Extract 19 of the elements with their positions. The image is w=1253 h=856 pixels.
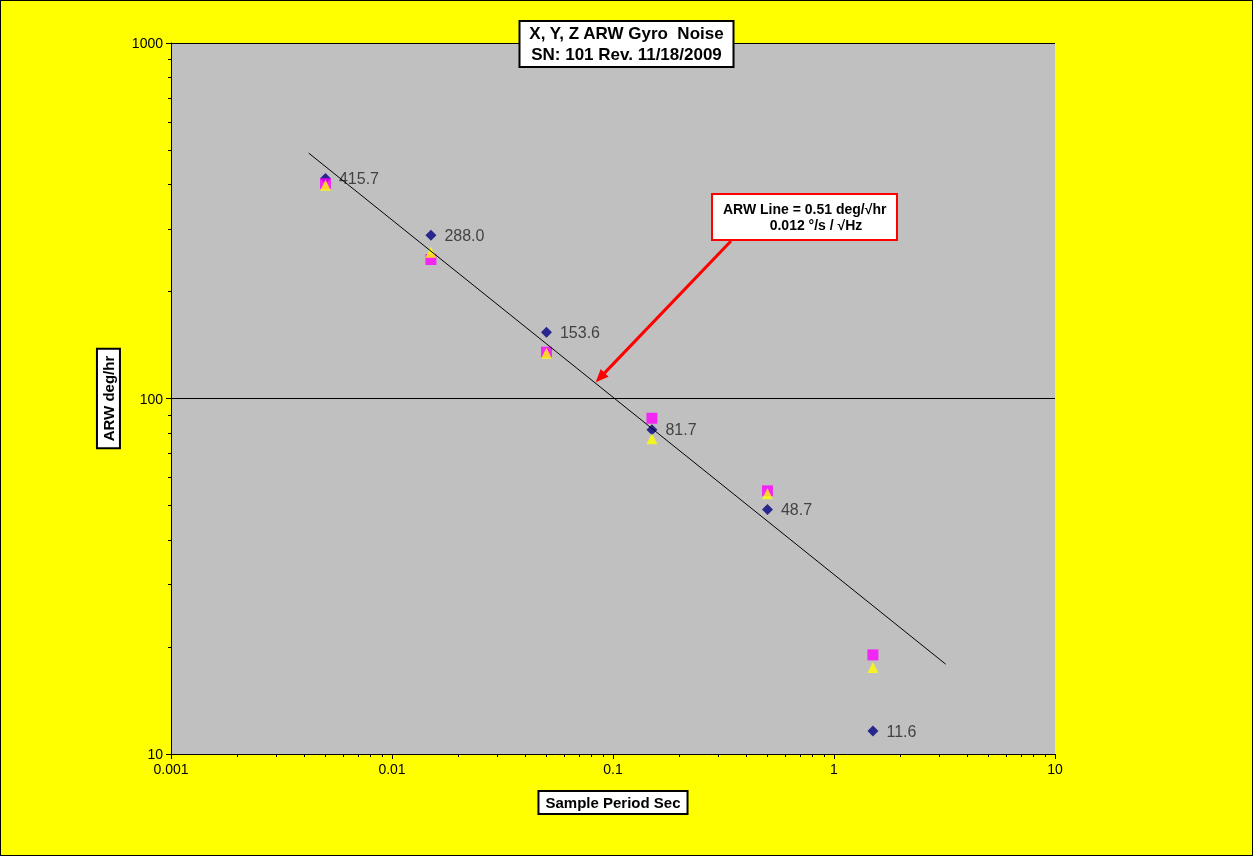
data-label: 288.0 (444, 226, 485, 244)
data-label: 153.6 (559, 323, 601, 341)
data-label: 415.7 (338, 170, 380, 188)
x-tick-label: 0.1 (603, 761, 623, 777)
y-tick-label: 100 (139, 390, 164, 407)
x-axis-title: Sample Period Sec (545, 794, 681, 811)
chart-title: X, Y, Z ARW Gyro Noise (529, 24, 724, 43)
x-tick-label: 10 (1047, 761, 1063, 777)
y-tick-label: 1000 (131, 35, 164, 51)
x-tick-label: 1 (830, 761, 839, 777)
data-label: 48.7 (780, 501, 813, 519)
data-label: 81.7 (665, 421, 697, 439)
data-label: 11.6 (886, 722, 917, 740)
x-tick-label: 0.001 (153, 761, 189, 777)
y-tick-label: 10 (147, 746, 164, 762)
x-tick-label: 0.01 (378, 761, 406, 777)
chart-subtitle: SN: 101 Rev. 11/18/2009 (531, 45, 722, 64)
y-axis-title: ARW deg/hr (99, 355, 117, 442)
annotation: ARW Line = 0.51 deg/√hr 0.012 °/s / √Hz (711, 193, 899, 241)
